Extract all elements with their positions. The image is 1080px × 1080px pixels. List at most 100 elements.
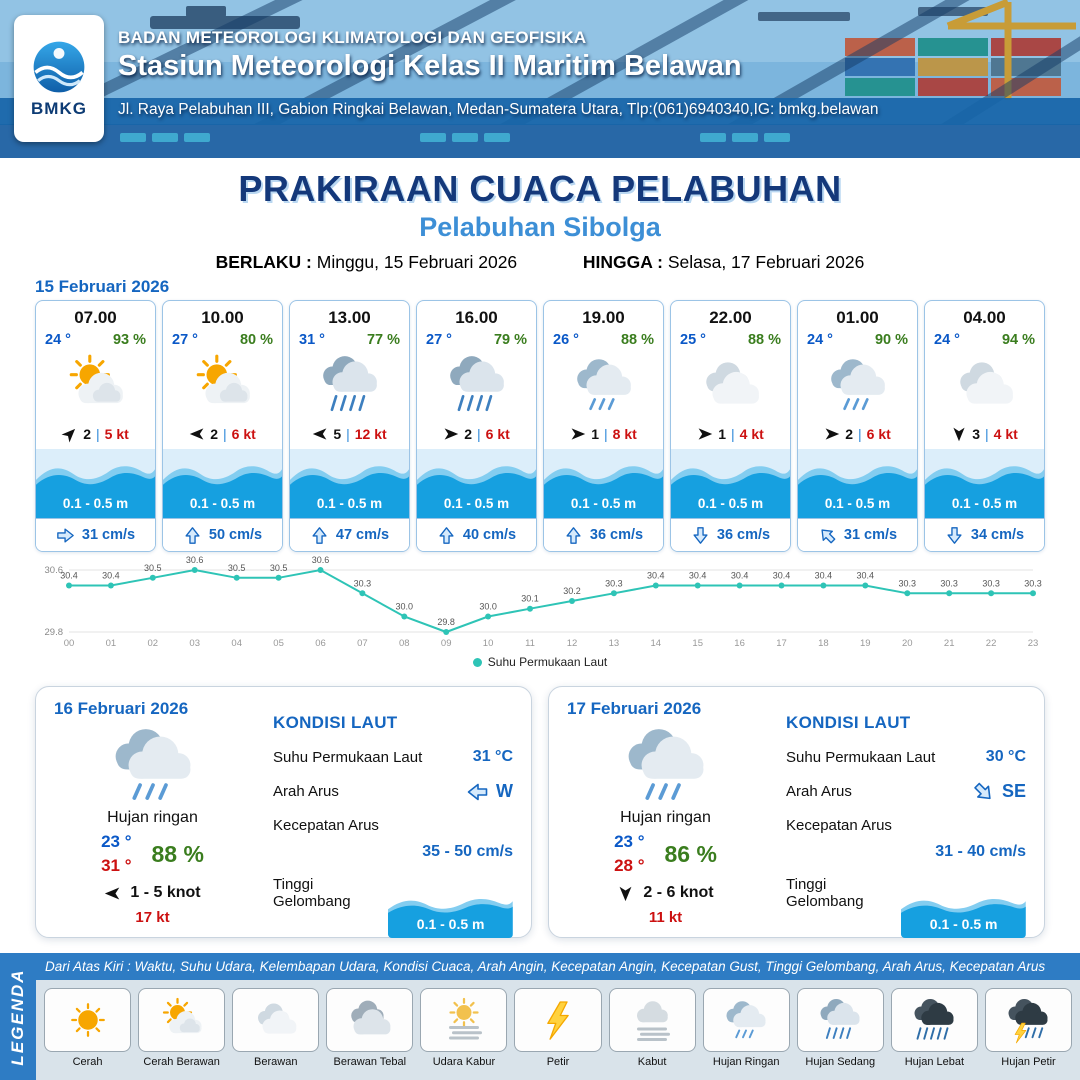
legend-info-strip: Dari Atas Kiri : Waktu, Suhu Udara, Kele… xyxy=(36,953,1080,980)
weather-icon xyxy=(36,348,155,422)
wave-height: 0.1 - 0.5 m xyxy=(416,916,485,932)
daily-weather-summary: Hujan ringan 23 ° 31 ° 88 % 1 - 5 knot 1… xyxy=(50,719,255,926)
wave-height-label: Tinggi Gelombang xyxy=(786,876,864,910)
svg-text:30.5: 30.5 xyxy=(144,563,162,573)
weather-icon xyxy=(534,996,582,1044)
legend-icon-box xyxy=(420,988,508,1052)
legend-label: Hujan Petir xyxy=(1001,1056,1056,1068)
wave-height: 0.1 - 0.5 m xyxy=(929,916,998,932)
wave-graphic xyxy=(544,449,663,518)
wind-row: 2 | 6 kt xyxy=(417,422,536,446)
current-speed: 31 cm/s xyxy=(81,527,136,543)
svg-text:30.4: 30.4 xyxy=(773,571,791,581)
wind-direction-icon xyxy=(953,427,965,442)
svg-text:30.5: 30.5 xyxy=(270,563,288,573)
air-temperature: 27 ° xyxy=(426,332,452,348)
sst-label: Suhu Permukaan Laut xyxy=(786,748,936,766)
sea-conditions-title: KONDISI LAUT xyxy=(273,713,398,732)
weather-icon xyxy=(910,996,958,1044)
svg-text:30.3: 30.3 xyxy=(605,578,623,588)
forecast-time: 19.00 xyxy=(582,308,625,327)
current-row: 50 cm/s xyxy=(163,518,282,551)
valid-to-value: Selasa, 17 Februari 2026 xyxy=(667,252,865,272)
forecast-time: 04.00 xyxy=(963,308,1006,327)
sst-value: 30 °C xyxy=(985,748,1026,765)
current-direction-icon xyxy=(693,526,708,544)
current-row: 47 cm/s xyxy=(290,518,409,551)
svg-text:14: 14 xyxy=(651,638,662,648)
hourly-forecast-card: 13.00 31 ° 77 % 5 | 12 kt 0.1 - 0.5 m xyxy=(289,300,410,552)
current-direction-icon xyxy=(185,526,200,544)
svg-text:12: 12 xyxy=(567,638,578,648)
humidity: 86 % xyxy=(664,840,717,867)
svg-text:20: 20 xyxy=(902,638,913,648)
wind-gust: 8 kt xyxy=(612,426,637,442)
temp-max: 28 ° xyxy=(614,856,645,875)
weather-icon xyxy=(417,348,536,422)
wave-height: 0.1 - 0.5 m xyxy=(189,496,256,511)
legend-item: Berawan Tebal xyxy=(326,988,414,1080)
wind-row: 5 | 12 kt xyxy=(290,422,409,446)
legend-item: Cerah xyxy=(44,988,132,1080)
station-name: Stasiun Meteorologi Kelas II Maritim Bel… xyxy=(118,50,742,82)
temp-max: 31 ° xyxy=(101,856,132,875)
svg-text:30.0: 30.0 xyxy=(396,602,414,612)
current-row: 36 cm/s xyxy=(671,518,790,551)
svg-text:21: 21 xyxy=(944,638,955,648)
wave-graphic: 0.1 - 0.5 m xyxy=(388,886,513,938)
wind-row: 1 | 8 kt xyxy=(544,422,663,446)
valid-from-value: Minggu, 15 Februari 2026 xyxy=(316,252,518,272)
svg-text:30.4: 30.4 xyxy=(857,571,875,581)
wave-height: 0.1 - 0.5 m xyxy=(316,496,383,511)
wind-row: 2 - 6 knot xyxy=(563,884,768,902)
wind-gust: 4 kt xyxy=(739,426,764,442)
weather-icon xyxy=(722,996,770,1044)
weather-condition: Hujan ringan xyxy=(107,809,198,826)
wave-height-band: 0.1 - 0.5 m xyxy=(798,449,917,518)
svg-text:07: 07 xyxy=(357,638,368,648)
hourly-forecast-card: 22.00 25 ° 88 % 1 | 4 kt 0.1 - 0.5 m xyxy=(670,300,791,552)
header: BMKG BADAN METEOROLOGI KLIMATOLOGI DAN G… xyxy=(0,0,1080,158)
daily-cards-row: 16 Februari 2026 Hujan ringan 23 ° 31 ° … xyxy=(35,686,1045,938)
wind-gust: 11 kt xyxy=(648,909,683,926)
svg-text:30.2: 30.2 xyxy=(563,586,581,596)
wind-speed: 3 xyxy=(972,426,981,442)
humidity: 93 % xyxy=(112,332,146,348)
sst-label: Suhu Permukaan Laut xyxy=(273,748,423,766)
wave-graphic xyxy=(798,449,917,518)
legend-item: Hujan Lebat xyxy=(890,988,978,1080)
current-direction-icon xyxy=(974,782,991,799)
humidity: 79 % xyxy=(493,332,527,348)
wind-speed: 1 xyxy=(718,426,727,442)
valid-to-label: HINGGA : xyxy=(582,252,663,272)
legend-label: Cerah xyxy=(72,1056,103,1068)
hourly-forecast-card: 19.00 26 ° 88 % 1 | 8 kt 0.1 - 0.5 m xyxy=(543,300,664,552)
svg-text:00: 00 xyxy=(64,638,75,648)
bmkg-logo-text: BMKG xyxy=(31,99,87,118)
wave-height-band: 0.1 - 0.5 m xyxy=(671,449,790,518)
svg-text:30.6: 30.6 xyxy=(312,556,330,565)
daily-forecast-card: 17 Februari 2026 Hujan ringan 23 ° 28 ° … xyxy=(548,686,1045,938)
bmkg-logo: BMKG xyxy=(14,15,104,142)
legend-icon-box xyxy=(326,988,414,1052)
weather-icon xyxy=(163,348,282,422)
svg-text:30.4: 30.4 xyxy=(815,571,833,581)
svg-text:05: 05 xyxy=(273,638,284,648)
current-row: 36 cm/s xyxy=(544,518,663,551)
wind-gust: 6 kt xyxy=(866,426,891,442)
forecast-time: 16.00 xyxy=(455,308,498,327)
legend-label: Berawan Tebal xyxy=(333,1056,407,1068)
svg-text:19: 19 xyxy=(860,638,871,648)
forecast-time: 10.00 xyxy=(201,308,244,327)
forecast-time: 13.00 xyxy=(328,308,371,327)
wave-height: 0.1 - 0.5 m xyxy=(697,496,764,511)
legend-items-row: Cerah Cerah Berawan Berawan Berawan Teba… xyxy=(36,980,1080,1080)
wind-row: 2 | 6 kt xyxy=(163,422,282,446)
svg-text:30.4: 30.4 xyxy=(647,571,665,581)
port-illustration xyxy=(0,0,1080,158)
chart-legend-label: Suhu Permukaan Laut xyxy=(487,655,608,669)
current-row: 34 cm/s xyxy=(925,518,1044,551)
wind-row: 2 | 6 kt xyxy=(798,422,917,446)
current-speed-value: 31 - 40 cm/s xyxy=(935,843,1026,860)
